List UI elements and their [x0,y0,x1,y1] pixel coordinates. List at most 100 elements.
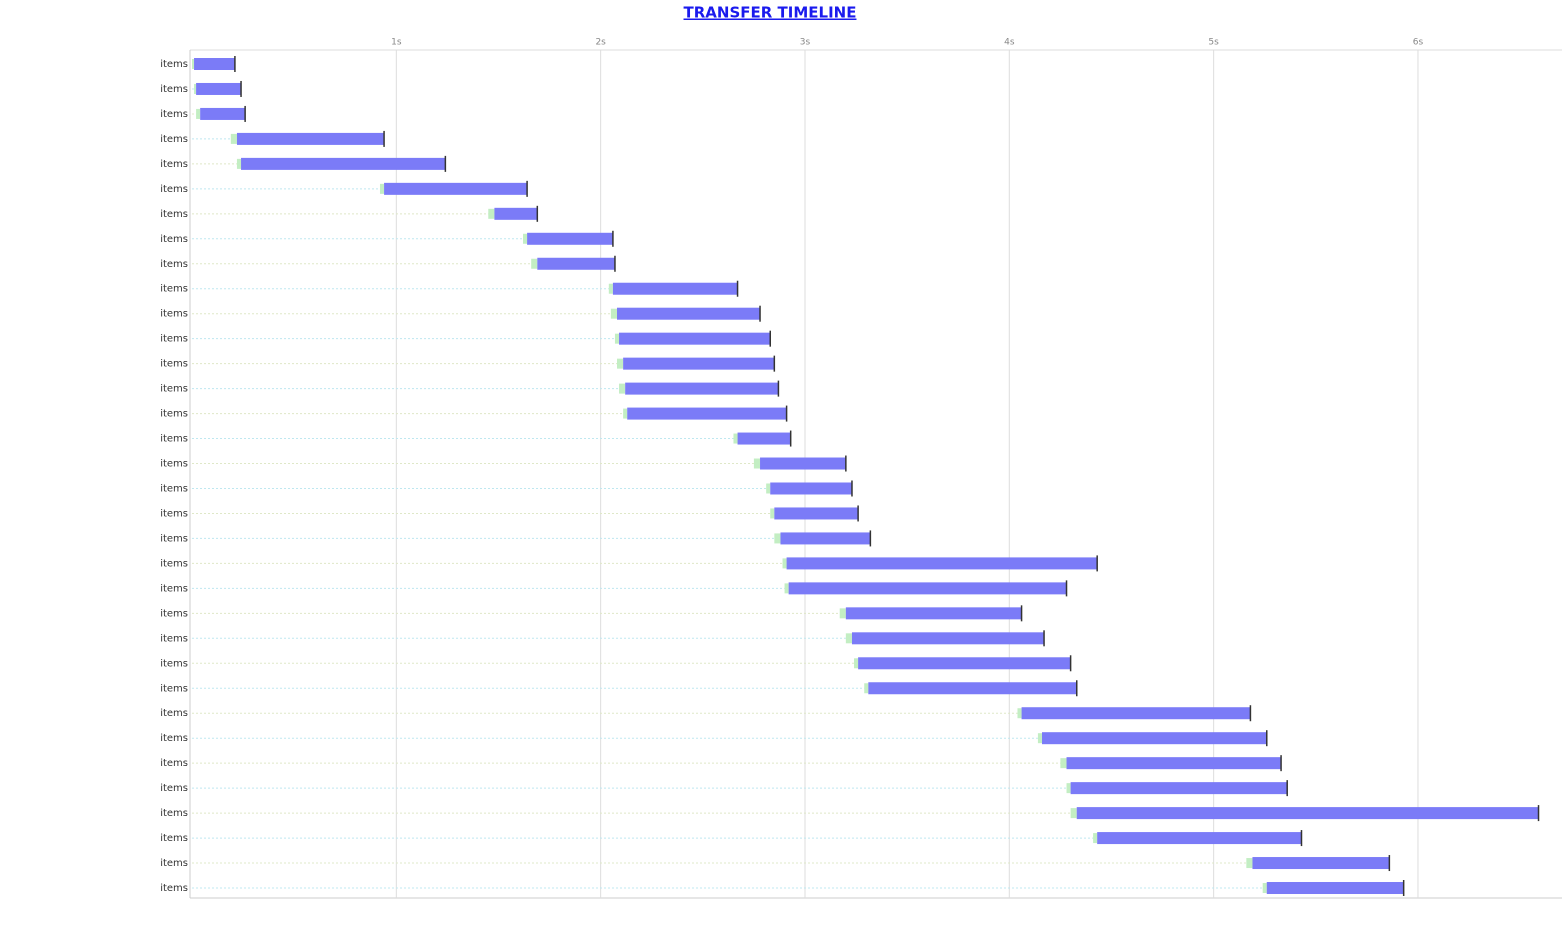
transfer-bar [1097,832,1302,845]
queued-marker [623,408,628,419]
row-label: items [160,683,188,694]
queued-marker [617,358,624,369]
row-label: items [160,409,188,420]
x-tick-label: 6s [1413,38,1424,48]
transfer-bar [200,107,246,120]
row-label: items [160,883,188,894]
transfer-bar [1076,807,1539,820]
transfer-bar [1042,732,1267,745]
queued-marker [1066,783,1071,794]
row-label: items [160,384,188,395]
queued-marker [236,158,242,169]
queued-marker [766,483,771,494]
transfer-bar [527,232,613,245]
transfer-bar [241,157,446,170]
transfer-bar [760,457,846,470]
row-label: items [160,259,188,270]
row-label: items [160,658,188,669]
row-label: items [160,833,188,844]
row-label: items [160,84,188,95]
x-tick-label: 4s [1004,38,1015,48]
queued-marker [1037,733,1043,744]
transfer-bar [737,432,791,445]
row-label: items [160,633,188,644]
transfer-bar [788,582,1067,595]
transfer-bar [196,82,242,95]
x-tick-label: 1s [391,38,402,48]
queued-marker [192,59,195,69]
transfer-bar [770,482,852,495]
queued-marker [531,258,538,269]
queued-marker [610,308,618,319]
row-label: items [160,758,188,769]
queued-marker [1070,808,1077,819]
transfer-bar [623,357,775,370]
row-label: items [160,533,188,544]
transfer-bar [625,382,779,395]
transfer-bar [537,257,615,270]
transfer-bar [868,682,1077,695]
transfer-bar [774,507,859,520]
queued-marker [230,133,237,144]
queued-marker [196,108,201,119]
transfer-bar [845,607,1022,620]
row-label: items [160,234,188,245]
queued-marker [854,658,859,669]
row-label: items [160,209,188,220]
transfer-bar [617,307,761,320]
row-label: items [160,583,188,594]
queued-marker [1017,708,1022,719]
transfer-bar [384,182,528,195]
row-label: items [160,459,188,470]
row-label: items [160,508,188,519]
queued-marker [614,333,620,344]
queued-marker [1246,858,1253,869]
row-label: items [160,134,188,145]
row-label: items [160,309,188,320]
row-label: items [160,858,188,869]
row-label: items [160,708,188,719]
queued-marker [845,633,852,644]
row-label: items [160,808,188,819]
row-label: items [160,483,188,494]
queued-marker [1093,833,1098,844]
transfer-bar [858,657,1071,670]
transfer-bar [612,282,738,295]
transfer-bar [1266,882,1404,895]
x-tick-label: 5s [1208,38,1219,48]
queued-marker [608,283,613,294]
transfer-bar [851,632,1045,645]
queued-marker [733,433,738,444]
transfer-bar [1252,857,1390,870]
row-label: items [160,359,188,370]
transfer-bar [786,557,1098,570]
row-label: items [160,608,188,619]
queued-marker [839,608,846,619]
queued-marker [864,683,869,694]
queued-marker [782,558,787,569]
queued-marker [194,83,197,94]
transfer-bar [619,332,771,345]
queued-marker [1060,758,1067,769]
x-tick-label: 2s [595,38,606,48]
row-label: items [160,783,188,794]
row-label: items [160,59,188,70]
row-label: items [160,109,188,120]
queued-marker [488,208,495,219]
chart-title[interactable]: TRANSFER TIMELINE [684,4,857,22]
queued-marker [774,533,781,544]
row-label: items [160,733,188,744]
row-label: items [160,434,188,445]
queued-marker [379,183,385,194]
transfer-bar [1070,782,1288,795]
transfer-bar [780,532,871,545]
row-label: items [160,184,188,195]
row-label: items [160,558,188,569]
transfer-bar [627,407,787,420]
transfer-bar [236,132,385,145]
queued-marker [753,458,761,469]
transfer-bar [494,207,538,220]
row-label: items [160,334,188,345]
